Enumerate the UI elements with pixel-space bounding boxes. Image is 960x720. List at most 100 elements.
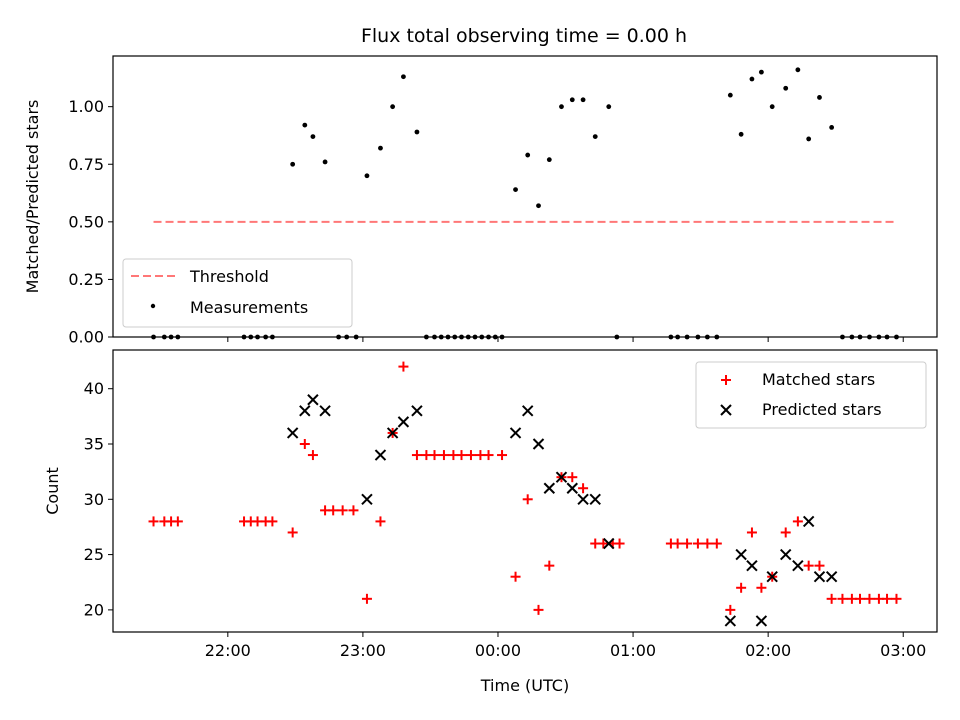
predicted-star-point bbox=[566, 482, 578, 494]
measurement-point bbox=[513, 187, 518, 192]
top-panel-y-ticks: 0.00 0.25 0.50 0.75 1.00 bbox=[68, 97, 113, 347]
predicted-star-point bbox=[724, 615, 737, 627]
measurement-point bbox=[580, 97, 586, 103]
predicted-star-point-b bbox=[603, 537, 615, 550]
bottom-legend: Matched stars Predicted stars bbox=[695, 361, 927, 429]
top-y-tick-label: 0.00 bbox=[68, 328, 104, 347]
top-legend: Threshold Measurements bbox=[122, 258, 353, 328]
measurement-point bbox=[546, 157, 552, 163]
predicted-star-point-b bbox=[532, 438, 545, 450]
bottom-panel-marks bbox=[148, 361, 902, 627]
predicted-star-point-b bbox=[746, 559, 758, 572]
predicted-star-point-b bbox=[411, 405, 423, 417]
bottom-y-tick-label: 25 bbox=[84, 545, 104, 564]
bottom-x-tick-label: 02:00 bbox=[745, 641, 791, 660]
predicted-star-point-b bbox=[555, 471, 568, 483]
predicted-star-point bbox=[374, 449, 387, 461]
measurement-point bbox=[738, 131, 744, 137]
matched-star-point bbox=[287, 527, 298, 538]
matched-star-point bbox=[756, 582, 767, 593]
legend-predicted-marker-b bbox=[720, 404, 732, 416]
predicted-star-point-b bbox=[589, 493, 601, 506]
bottom-x-axis-label: Time (UTC) bbox=[480, 676, 569, 695]
predicted-star-point bbox=[780, 548, 792, 561]
matched-star-point bbox=[465, 450, 476, 461]
predicted-star-point bbox=[802, 515, 815, 528]
measurement-point bbox=[569, 97, 575, 103]
matched-star-point bbox=[348, 505, 359, 516]
predicted-star-point-b bbox=[307, 394, 319, 406]
predicted-star-point-b bbox=[386, 427, 399, 439]
predicted-star-point bbox=[555, 471, 568, 483]
legend-predicted-swatch bbox=[720, 404, 732, 416]
legend-matched-label: Matched stars bbox=[762, 370, 875, 389]
matched-star-point bbox=[598, 538, 609, 549]
top-panel: 0.00 0.25 0.50 0.75 1.00 Matched/Predicted s… bbox=[23, 55, 938, 347]
measurement-point bbox=[769, 104, 775, 110]
predicted-star-point-b bbox=[577, 493, 589, 506]
measurement-point bbox=[817, 95, 822, 100]
predicted-star-point bbox=[411, 405, 423, 417]
bottom-y-tick-label: 30 bbox=[84, 490, 104, 509]
predicted-star-point-b bbox=[566, 482, 578, 494]
predicted-star-point bbox=[532, 438, 545, 450]
matched-star-point bbox=[361, 593, 372, 604]
measurement-point bbox=[390, 104, 396, 110]
top-panel-frame bbox=[112, 55, 938, 338]
matched-star-point bbox=[814, 560, 825, 571]
measurement-point bbox=[364, 173, 370, 179]
measurement-point bbox=[606, 104, 612, 110]
bottom-panel-x-ticks: 22:00 23:00 00:00 01:00 02:00 03:00 bbox=[205, 632, 926, 660]
predicted-star-point-b bbox=[543, 482, 556, 494]
predicted-star-point-b bbox=[521, 405, 534, 417]
measurement-point bbox=[795, 67, 801, 73]
matched-star-point bbox=[267, 516, 278, 527]
measurement-point bbox=[414, 129, 420, 135]
measurement-point bbox=[322, 159, 328, 165]
matched-star-point bbox=[780, 527, 791, 538]
predicted-star-point-b bbox=[735, 548, 747, 561]
top-y-tick-label: 0.25 bbox=[68, 270, 104, 289]
measurement-point bbox=[829, 125, 835, 130]
predicted-star-point bbox=[603, 537, 615, 550]
matched-star-point bbox=[337, 505, 348, 516]
matched-star-point bbox=[328, 505, 339, 516]
predicted-star-point-b bbox=[361, 493, 373, 506]
matched-star-point bbox=[682, 538, 693, 549]
predicted-star-point bbox=[746, 559, 758, 572]
predicted-star-point bbox=[361, 493, 373, 506]
measurement-point bbox=[559, 104, 564, 110]
measurement-point bbox=[783, 85, 789, 91]
predicted-star-point-b bbox=[397, 416, 410, 428]
predicted-star-point bbox=[813, 570, 826, 583]
predicted-star-point bbox=[825, 570, 838, 583]
measurement-point bbox=[758, 69, 764, 75]
predicted-star-point-b bbox=[825, 570, 838, 583]
matched-star-point bbox=[746, 527, 757, 538]
legend-matched-swatch bbox=[721, 375, 731, 385]
matched-star-point bbox=[882, 593, 893, 604]
matched-star-point bbox=[837, 593, 848, 604]
predicted-star-point-b bbox=[802, 515, 815, 528]
bottom-y-tick-label: 40 bbox=[84, 379, 104, 398]
matched-star-point bbox=[544, 560, 555, 571]
measurement-point bbox=[401, 74, 406, 80]
matched-star-point bbox=[864, 593, 875, 604]
predicted-star-point bbox=[577, 493, 589, 506]
predicted-star-point-b bbox=[724, 615, 737, 627]
predicted-star-point bbox=[755, 615, 768, 627]
measurement-point bbox=[525, 152, 531, 158]
legend-measurements-swatch bbox=[150, 303, 156, 309]
top-y-axis-label: Matched/Predicted stars bbox=[23, 100, 42, 294]
predicted-star-point-b bbox=[374, 449, 387, 461]
matched-star-point bbox=[725, 604, 736, 615]
matched-star-point bbox=[792, 516, 803, 527]
matched-star-point bbox=[497, 450, 508, 461]
measurement-point bbox=[378, 145, 383, 151]
matched-star-point bbox=[510, 571, 521, 582]
measurement-point bbox=[302, 122, 308, 128]
bottom-legend-box bbox=[695, 361, 927, 429]
legend-matched-marker bbox=[721, 375, 731, 385]
matched-star-point bbox=[307, 450, 318, 461]
